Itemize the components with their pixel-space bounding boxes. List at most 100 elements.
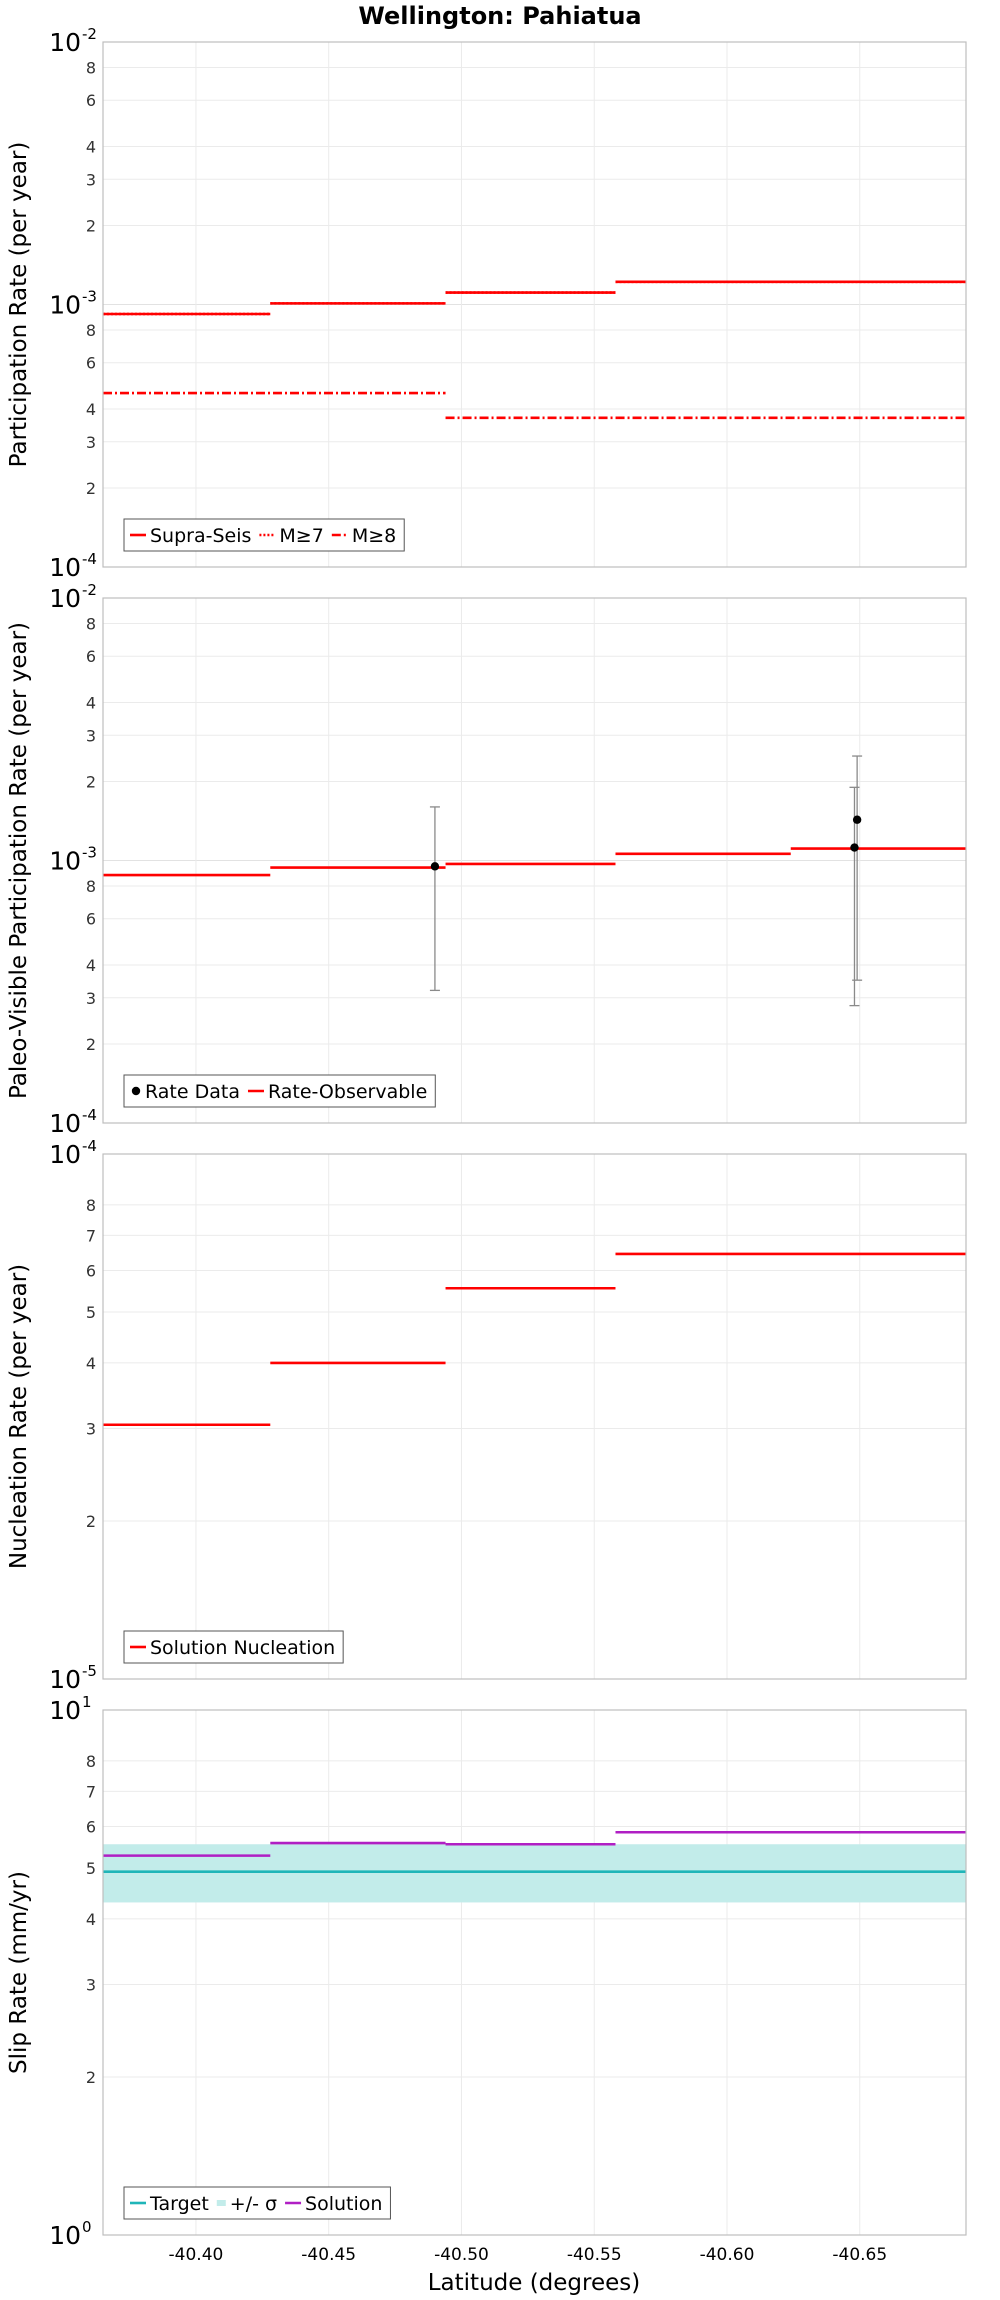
- error-bar: [429, 806, 440, 992]
- legend-item: M≥8: [331, 525, 396, 547]
- legend: Solution Nucleation: [123, 1630, 344, 1664]
- x-tick-label: -40.60: [700, 2245, 755, 2265]
- y-tick-label: 4: [86, 1354, 96, 1373]
- y-tick-label: 6: [86, 354, 96, 373]
- y-tick-label: 4: [86, 137, 96, 156]
- y-tick-label: 6: [86, 1817, 96, 1836]
- y-axis-label: Participation Rate (per year): [6, 142, 32, 468]
- y-tick-label: 4: [86, 400, 96, 419]
- series-m-7: [103, 280, 966, 316]
- y-tick-label: 2: [86, 1035, 96, 1054]
- legend-item: Rate-Observable: [247, 1081, 427, 1103]
- x-tick-label: -40.45: [301, 2245, 356, 2265]
- legend-label: Rate-Observable: [268, 1081, 427, 1103]
- panel-grid: [103, 1153, 966, 1680]
- y-tick-label-major: 10: [49, 28, 81, 57]
- legend-swatch: [216, 2200, 226, 2206]
- legend-label: M≥7: [279, 525, 323, 547]
- series-m-8: [103, 391, 966, 420]
- y-axis-label: Slip Rate (mm/yr): [6, 1871, 32, 2074]
- plot-frame: [102, 1709, 967, 2236]
- error-bar: [849, 786, 860, 1007]
- x-tick-label: -40.50: [434, 2245, 489, 2265]
- panel-grid: [103, 597, 966, 1124]
- plot-frame: [102, 41, 967, 568]
- legend-label: +/- σ: [230, 2193, 277, 2215]
- legend: Supra-Seis M≥7 M≥8: [123, 518, 405, 552]
- y-tick-label: 5: [86, 1859, 96, 1878]
- y-tick-exponent: -3: [82, 288, 97, 306]
- y-tick-label: 8: [86, 1196, 96, 1215]
- legend: Target +/- σ Solution: [123, 2186, 391, 2220]
- y-tick-exponent: -4: [82, 1137, 97, 1155]
- y-tick-label: 2: [86, 772, 96, 791]
- legend-label: Solution: [305, 2193, 382, 2215]
- panel-grid: [103, 1709, 966, 2236]
- legend-box: [123, 2186, 391, 2220]
- y-tick-label-major: 10: [49, 584, 81, 613]
- plot-frame: [102, 1153, 967, 1680]
- y-tick-exponent: -3: [82, 844, 97, 862]
- y-tick-label: 4: [86, 1910, 96, 1929]
- y-tick-label: 5: [86, 1303, 96, 1322]
- legend-label: Solution Nucleation: [150, 1637, 335, 1659]
- series-solution-nucleation: [103, 1252, 966, 1427]
- y-tick-label: 3: [86, 1976, 96, 1995]
- y-tick-label: 6: [86, 91, 96, 110]
- y-tick-label: 6: [86, 910, 96, 929]
- y-tick-label: 3: [86, 726, 96, 745]
- y-tick-label: 6: [86, 647, 96, 666]
- y-tick-label: 3: [86, 989, 96, 1008]
- y-tick-label: 8: [86, 1752, 96, 1771]
- y-tick-label: 2: [86, 2068, 96, 2087]
- legend-label: M≥8: [352, 525, 396, 547]
- series-supra-seis: [103, 280, 966, 316]
- x-axis-label: Latitude (degrees): [428, 2270, 641, 2296]
- y-tick-label: 2: [86, 1512, 96, 1531]
- y-tick-label: 7: [86, 1226, 96, 1245]
- y-tick-label: 6: [86, 1261, 96, 1280]
- series-rate-observable: [103, 847, 966, 877]
- legend-label: Rate Data: [145, 1081, 240, 1103]
- y-tick-label: 7: [86, 1782, 96, 1801]
- y-tick-label-major: 10: [49, 1665, 81, 1694]
- y-tick-label-major: 10: [49, 2221, 81, 2250]
- y-tick-label: 8: [86, 321, 96, 340]
- legend-label: Supra-Seis: [150, 525, 251, 547]
- y-tick-label: 3: [86, 1420, 96, 1439]
- chart-title: Wellington: Pahiatua: [358, 2, 641, 30]
- x-axis: -40.40 -40.45 -40.50 -40.55 -40.60 -40.65: [169, 2245, 888, 2265]
- data-point: [852, 815, 862, 824]
- y-tick-label: 2: [86, 479, 96, 498]
- y-tick-label: 3: [86, 433, 96, 452]
- legend-item: Solution Nucleation: [130, 1637, 335, 1659]
- y-tick-label: 4: [86, 956, 96, 975]
- legend-marker: [131, 1086, 141, 1096]
- y-tick-exponent: -4: [82, 1106, 97, 1124]
- legend-item: +/- σ: [216, 2193, 277, 2215]
- plot-frame: [102, 597, 967, 1124]
- legend-box: [123, 1074, 436, 1108]
- legend-box: [123, 1630, 344, 1664]
- y-tick-exponent: -2: [82, 25, 97, 43]
- legend-item: Target: [130, 2193, 209, 2215]
- error-bar: [852, 755, 863, 981]
- x-tick-label: -40.55: [567, 2245, 622, 2265]
- y-tick-label-major: 10: [49, 847, 81, 876]
- legend-item: Solution: [285, 2193, 382, 2215]
- y-tick-label: 8: [86, 614, 96, 633]
- y-tick-exponent: 0: [82, 2218, 92, 2236]
- legend-label: Target: [149, 2193, 209, 2215]
- y-tick-exponent: -4: [82, 550, 97, 568]
- y-tick-label: 4: [86, 693, 96, 712]
- x-tick-label: -40.40: [169, 2245, 224, 2265]
- series-solution: [103, 1830, 966, 1857]
- y-tick-exponent: 1: [82, 1693, 92, 1711]
- legend-item: Rate Data: [131, 1081, 240, 1103]
